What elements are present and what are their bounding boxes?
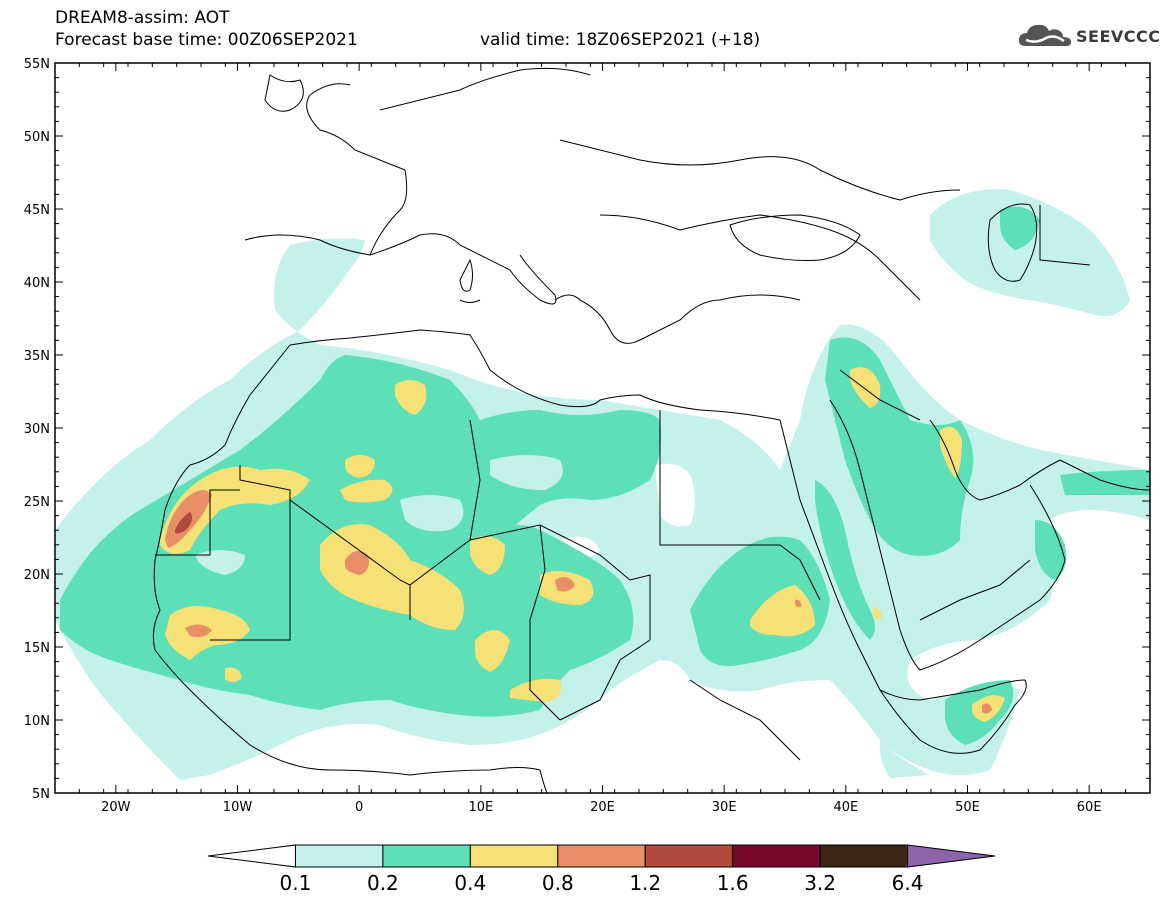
- lon-tick-label: 10W: [223, 800, 253, 815]
- aot-contour-0.4-kuwait: [940, 426, 962, 478]
- lon-tick-label: 10E: [468, 800, 493, 815]
- colorbar-swatch: [382, 844, 471, 868]
- lon-tick-label: 40E: [833, 800, 858, 815]
- coastlines: [152, 67, 1150, 793]
- aot-contour-0.2-gulf: [1060, 470, 1150, 495]
- lat-tick-label: 10N: [24, 714, 50, 729]
- lon-tick-label: 30E: [712, 800, 737, 815]
- aot-contour-0.8-sudan: [795, 599, 802, 608]
- aot-contour-0.4-guinea: [225, 667, 242, 683]
- colorbar-swatch: [644, 844, 734, 868]
- colorbar-level-label: 3.2: [804, 871, 836, 895]
- lat-tick-label: 55N: [24, 57, 50, 72]
- seevccc-logo: SEEVCCC: [1018, 22, 1161, 50]
- lon-tick-label: 20W: [101, 800, 131, 815]
- colorbar-level-label: 6.4: [892, 871, 924, 895]
- lon-tick-label: 50E: [955, 800, 980, 815]
- aot-contour-0.2-caspian: [1000, 206, 1040, 250]
- colorbar-labels: 0.1 0.2 0.4 0.8 1.2 1.6 3.2 6.4: [280, 871, 924, 895]
- aot-contour-0.4-sudan: [750, 585, 815, 637]
- colorbar-level-label: 0.2: [367, 871, 399, 895]
- aot-contour-0.8-chad: [555, 576, 575, 592]
- colorbar-swatch: [557, 844, 646, 868]
- colorbar-level-label: 0.8: [542, 871, 574, 895]
- aot-contour-0.1-caspian: [930, 189, 1130, 316]
- colorbar-swatch: [294, 844, 384, 868]
- colorbar-level-label: 1.2: [629, 871, 661, 895]
- aot-contour-0.4-iraq: [850, 367, 881, 408]
- aot-contour-0.8-somalia: [982, 703, 992, 714]
- lat-tick-label: 30N: [24, 422, 50, 437]
- colorbar-swatch: [907, 844, 996, 868]
- forecast-base-time: Forecast base time: 00Z06SEP2021: [55, 30, 358, 50]
- aot-field: [55, 189, 1150, 781]
- colorbar-level-label: 0.4: [454, 871, 486, 895]
- colorbar-swatch: [819, 844, 909, 868]
- aot-contour-0.4-cameroon: [510, 678, 561, 702]
- aot-contour-0.2-oman: [1035, 520, 1067, 580]
- aot-contour-0.1-horn: [879, 740, 930, 778]
- aot-contour-0.4-nigeria: [475, 630, 510, 672]
- lat-tick-label: 25N: [24, 495, 50, 510]
- aot-contour-0.4-eritrea: [873, 607, 882, 620]
- cloud-icon: [1018, 24, 1071, 47]
- colorbar-level-label: 0.1: [280, 871, 312, 895]
- colorbar-level-label: 1.6: [717, 871, 749, 895]
- colorbar: [207, 844, 996, 868]
- aot-contour-0.4-niger: [470, 536, 505, 575]
- lon-tick-label: 20E: [590, 800, 615, 815]
- aot-contour-0.8-mali: [345, 551, 369, 575]
- valid-time: valid time: 18Z06SEP2021 (+18): [480, 30, 761, 50]
- lat-tick-label: 50N: [24, 130, 50, 145]
- lon-tick-label: 0: [355, 800, 363, 815]
- aot-contour-0.4-algeria2: [345, 455, 375, 478]
- colorbar-swatch: [207, 844, 296, 868]
- aot-contour-0.4-mauritania: [160, 466, 310, 554]
- lat-tick-label: 15N: [24, 641, 50, 656]
- lat-tick-label: 45N: [24, 203, 50, 218]
- aot-contour-0.8-senegal: [185, 624, 212, 638]
- aot-contour-0.4-algeria: [395, 380, 427, 415]
- aot-contour-0.2-redsea: [815, 480, 875, 640]
- lat-tick-label: 20N: [24, 568, 50, 583]
- axis-ticks: [54, 62, 1151, 794]
- lat-tick-label: 5N: [32, 787, 50, 802]
- lat-tick-label: 40N: [24, 276, 50, 291]
- axis-tick-labels: 55N 50N 45N 40N 35N 30N 25N 20N 15N 10N 5N 20W 10W 0 1…: [24, 57, 1102, 815]
- aot-contour-0.4-mali: [320, 524, 464, 630]
- lat-tick-label: 35N: [24, 349, 50, 364]
- logo-text: SEEVCCC: [1076, 26, 1161, 46]
- colorbar-swatch: [732, 844, 821, 868]
- colorbar-swatch: [469, 844, 559, 868]
- map-title: DREAM8-assim: AOT: [55, 8, 230, 28]
- aot-contour-1.2-mauritania: [175, 512, 193, 534]
- aot-contour-0.4-algeria3: [340, 479, 393, 503]
- lon-tick-label: 60E: [1077, 800, 1102, 815]
